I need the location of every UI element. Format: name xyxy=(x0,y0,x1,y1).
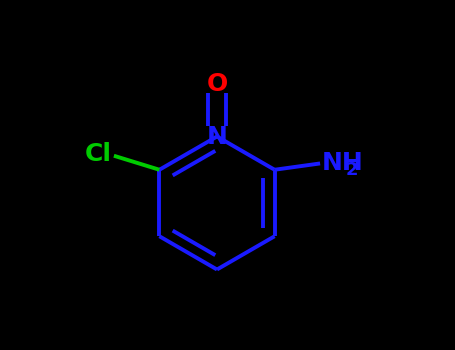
Text: N: N xyxy=(207,125,228,148)
Text: NH: NH xyxy=(322,152,364,175)
Text: O: O xyxy=(207,72,228,96)
Text: Cl: Cl xyxy=(85,142,112,166)
Text: 2: 2 xyxy=(345,161,358,179)
